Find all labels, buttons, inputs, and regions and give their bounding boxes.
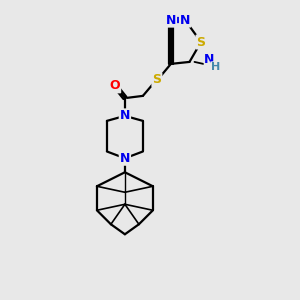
Text: S: S — [196, 35, 206, 49]
Text: N: N — [166, 14, 176, 27]
Text: H: H — [211, 62, 220, 72]
Text: O: O — [110, 80, 120, 92]
Text: S: S — [152, 74, 161, 86]
Text: N: N — [120, 110, 130, 122]
Text: N: N — [120, 152, 130, 165]
Text: N: N — [180, 14, 190, 27]
Text: N: N — [204, 53, 215, 66]
